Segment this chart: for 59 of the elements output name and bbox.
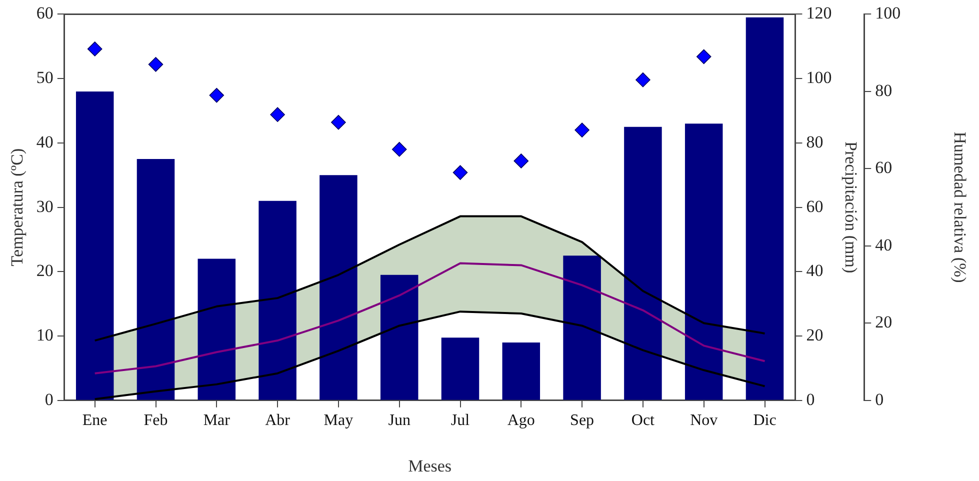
point	[331, 114, 346, 130]
bar	[563, 256, 601, 400]
y2-tick-label: 20	[806, 326, 824, 344]
y3-tick-label: 0	[875, 390, 884, 409]
y2-tick-label: 120	[806, 4, 832, 23]
y3-tick-label: 80	[875, 80, 892, 100]
y2-tick-label: 100	[806, 68, 832, 88]
x-tick-label: May	[324, 412, 354, 430]
bar	[136, 159, 175, 400]
y2-tick-label: 40	[806, 261, 824, 280]
y2-axis-title: Precipitación (mm)	[841, 141, 860, 274]
x-tick-label: Jul	[450, 412, 470, 430]
bar	[198, 258, 236, 400]
bar	[684, 124, 723, 400]
x-tick-label: Jun	[388, 412, 410, 430]
point	[270, 107, 285, 122]
y-tick-label: 0	[44, 390, 54, 409]
y-tick-label: 50	[36, 68, 54, 88]
y-tick-label: 40	[36, 132, 54, 152]
y3-tick-label: 100	[875, 4, 901, 23]
point	[636, 72, 650, 88]
x-tick-label: Ene	[82, 412, 108, 430]
y2-tick-label: 60	[806, 196, 824, 216]
point	[452, 165, 468, 180]
x-tick-label: Mar	[203, 412, 231, 430]
x-tick-label: Nov	[690, 412, 718, 430]
y3-tick-label: 60	[875, 158, 892, 178]
bar	[441, 338, 480, 400]
y2-tick-label: 80	[806, 132, 824, 152]
point	[209, 88, 224, 103]
y-tick-label: 20	[36, 261, 54, 280]
x-tick-label: Feb	[144, 412, 168, 430]
point	[392, 142, 407, 157]
point	[148, 57, 164, 72]
y-tick-label: 10	[36, 326, 54, 344]
y-tick-label: 60	[36, 4, 54, 23]
x-tick-label: Dic	[753, 412, 776, 430]
bar	[76, 91, 114, 400]
bar	[320, 175, 358, 400]
bar	[746, 17, 784, 400]
y-tick-label: 30	[36, 196, 54, 216]
bar	[258, 200, 296, 400]
bar	[502, 342, 540, 400]
x-tick-label: Ago	[507, 412, 535, 430]
y3-tick-label: 20	[875, 312, 892, 332]
y-axis-title: Temperatura (ºC)	[8, 148, 27, 266]
x-tick-label: Abr	[265, 412, 291, 430]
point	[514, 154, 529, 168]
y3-tick-label: 40	[875, 235, 892, 254]
y3-axis-title: Humedad relativa (%)	[950, 132, 970, 283]
y2-tick-label: 0	[806, 390, 815, 409]
x-tick-label: Oct	[631, 412, 656, 430]
point	[696, 49, 712, 64]
point	[574, 122, 590, 138]
x-axis-title: Meses	[408, 456, 452, 476]
point	[87, 42, 102, 56]
bar	[624, 126, 662, 400]
x-tick-label: Sep	[570, 412, 594, 430]
bar	[380, 274, 418, 400]
